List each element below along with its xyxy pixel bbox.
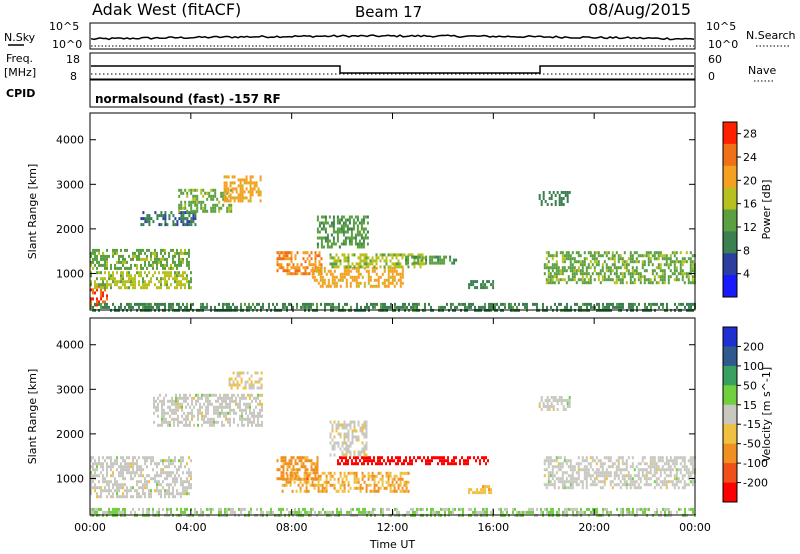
velocity-colorbar-label: 200 (743, 340, 764, 353)
velocity-echo-region (468, 485, 493, 495)
station-title: Adak West (fitACF) (92, 0, 241, 19)
velocity-echo-region (329, 420, 368, 457)
nsearch-label: N.Search (746, 29, 796, 42)
power-echo-region (405, 255, 458, 265)
power-echo-region (316, 215, 369, 249)
nsky-tick-top: 10^5 (49, 20, 79, 33)
power-colorbar-label: 16 (743, 198, 757, 211)
cpid-panel (89, 79, 696, 108)
power-ytick-label: 3000 (56, 178, 84, 191)
velocity-colorbar-label: -200 (743, 477, 768, 490)
power-colorbar-label: 4 (743, 268, 750, 281)
power-colorbar-title: Power [dB] (760, 180, 773, 240)
velocity-ytick-label: 3000 (56, 383, 84, 396)
velocity-ytick-label: 2000 (56, 428, 84, 441)
cpid-text: normalsound (fast) -157 RF (95, 92, 281, 106)
velocity-echo-region (153, 393, 263, 427)
nave-tick-bottom: 0 (708, 70, 715, 83)
power-ytick-label: 1000 (56, 267, 84, 280)
power-echo-region (140, 211, 197, 227)
power-echo-region (223, 175, 262, 203)
velocity-echo-region (281, 471, 410, 493)
cpid-label: CPID (6, 87, 35, 100)
nave-tick-top: 60 (708, 53, 722, 66)
nsearch-tick-bottom: 10^0 (708, 38, 738, 51)
power-echo-region (90, 248, 190, 270)
power-colorbar-label: 28 (743, 128, 757, 141)
freq-tick-top: 18 (66, 53, 80, 66)
velocity-ytick-label: 1000 (56, 472, 84, 485)
power-echo-region (90, 271, 192, 290)
power-colorbar-label: 20 (743, 174, 757, 187)
beam-title: Beam 17 (355, 3, 422, 21)
freq-tick-bottom: 8 (70, 70, 77, 83)
velocity-echo-region (543, 456, 696, 490)
nave-label: Nave (748, 64, 776, 77)
freq-trace (91, 65, 694, 74)
power-colorbar (722, 121, 738, 298)
power-ytick-label: 4000 (56, 134, 84, 147)
velocity-panel: 1000 2000 3000 4000 00:00 04:00 08:00 12:00 16:0… (26, 317, 773, 551)
time-tick-label: 04:00 (175, 521, 207, 534)
time-tick-label: 00:00 (679, 521, 711, 534)
velocity-colorbar-label: 100 (743, 360, 764, 373)
power-echo-region (178, 188, 233, 213)
power-ytick-label: 2000 (56, 223, 84, 236)
power-echo-region (276, 251, 323, 276)
power-ylabel: Slant Range [km] (26, 164, 39, 260)
velocity-echo-region (538, 396, 571, 411)
velocity-echo-region (276, 456, 319, 481)
nsky-label: N.Sky (4, 31, 36, 44)
date-title: 08/Aug/2015 (588, 0, 691, 19)
velocity-echo-region (90, 456, 192, 499)
velocity-colorbar-label: 50 (743, 379, 757, 392)
velocity-echo-region (337, 456, 489, 466)
nsearch-tick-top: 10^5 (706, 20, 736, 33)
velocity-colorbar-label: -100 (743, 457, 768, 470)
velocity-colorbar (722, 326, 738, 503)
time-axis-label: Time UT (369, 538, 415, 551)
velocity-colorbar-label: -15 (743, 418, 761, 431)
power-echo-region (311, 266, 404, 288)
velocity-ytick-label: 4000 (56, 339, 84, 352)
power-echo-region (90, 302, 696, 312)
time-tick-label: 20:00 (578, 521, 610, 534)
power-echo-region (468, 280, 495, 290)
nsky-panel (89, 22, 696, 50)
nsky-tick-bottom: 10^0 (52, 38, 82, 51)
power-colorbar-label: 24 (743, 151, 757, 164)
velocity-echo-region (228, 371, 263, 390)
nsky-trace (90, 34, 695, 41)
velocity-colorbar-label: -50 (743, 438, 761, 451)
velocity-colorbar-label: 15 (743, 399, 757, 412)
freq-panel (89, 52, 696, 80)
power-echo-region (538, 191, 571, 206)
power-colorbar-label: 8 (743, 244, 750, 257)
power-colorbar-label: 12 (743, 221, 757, 234)
freq-label: Freq. (6, 52, 33, 65)
power-panel: 1000 2000 3000 4000 Slant Range [km] 4 8 12 16 20… (26, 112, 773, 312)
velocity-ylabel: Slant Range [km] (26, 369, 39, 465)
power-echo-region (543, 251, 696, 285)
velocity-colorbar-title: Velocity [m s^-1] (760, 367, 773, 462)
time-tick-label: 00:00 (74, 521, 106, 534)
time-tick-label: 16:00 (477, 521, 509, 534)
time-tick-label: 12:00 (377, 521, 409, 534)
time-tick-label: 08:00 (276, 521, 308, 534)
freq-unit: [MHz] (4, 66, 36, 79)
